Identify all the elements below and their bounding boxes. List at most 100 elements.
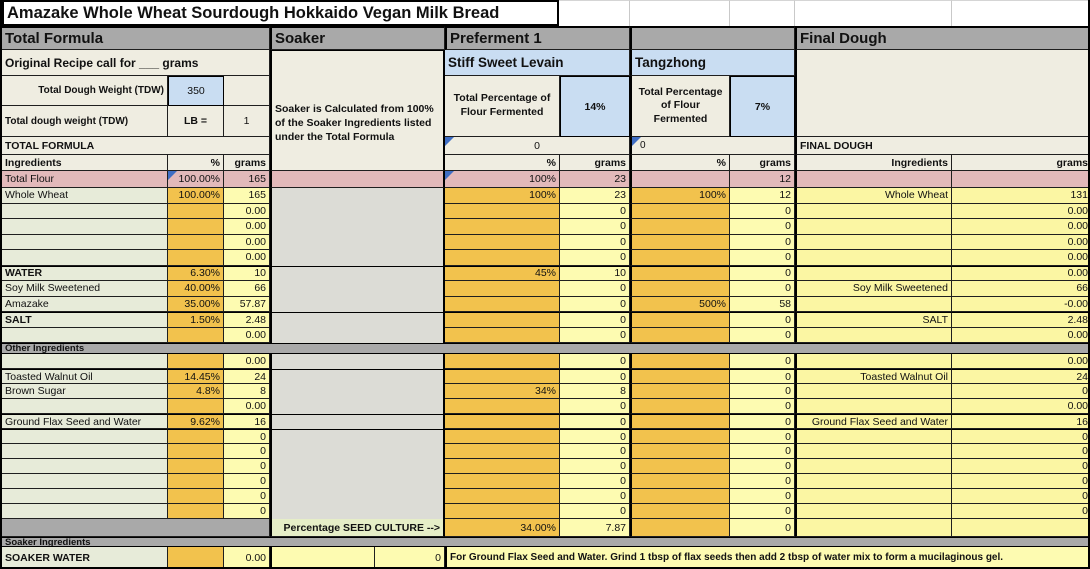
- cell-levain-pct[interactable]: [445, 504, 560, 519]
- cell-final-grams[interactable]: 0.00: [952, 234, 1088, 250]
- levain-ferment-label-cell[interactable]: Total Percentage of Flour Fermented: [445, 76, 560, 137]
- recipe-title-cell[interactable]: Amazake Whole Wheat Sourdough Hokkaido V…: [2, 0, 559, 26]
- cell-levain-grams[interactable]: 0: [560, 429, 630, 444]
- cell-pct[interactable]: [168, 429, 224, 444]
- cell-grams[interactable]: 10: [224, 265, 270, 281]
- cell-levain-grams[interactable]: 0: [560, 250, 630, 266]
- cell-levain-grams[interactable]: 0: [560, 414, 630, 429]
- cell-ingredient[interactable]: [2, 459, 168, 474]
- cell-final-ingredient[interactable]: [795, 234, 952, 250]
- cell-tangzhong-pct[interactable]: [630, 489, 730, 504]
- soaker-note-cell[interactable]: Soaker is Calculated from 100% of the So…: [270, 76, 445, 171]
- cell-levain-grams[interactable]: 0: [560, 474, 630, 489]
- cell-final-grams[interactable]: 0.00: [952, 219, 1088, 235]
- cell-levain-grams[interactable]: 8: [560, 384, 630, 399]
- cell-tangzhong-pct[interactable]: 100%: [630, 188, 730, 204]
- cell-grams[interactable]: 0: [224, 444, 270, 459]
- empty-cell[interactable]: [730, 0, 795, 26]
- cell-levain-grams[interactable]: 0: [560, 489, 630, 504]
- final-col-ingredients[interactable]: Ingredients: [795, 155, 952, 171]
- cell-grams[interactable]: 0.00: [224, 234, 270, 250]
- cell-levain-pct[interactable]: [445, 444, 560, 459]
- cell-levain-grams[interactable]: 0: [560, 354, 630, 369]
- cell-final-grams[interactable]: 2.48: [952, 312, 1088, 328]
- levain-ferment-pct-cell[interactable]: 14%: [560, 76, 630, 137]
- cell-final-grams[interactable]: [952, 171, 1088, 188]
- empty-cell[interactable]: [224, 76, 270, 106]
- cell-ingredient[interactable]: [2, 399, 168, 414]
- cell-levain-pct[interactable]: [445, 414, 560, 429]
- cell-grams[interactable]: 165: [224, 171, 270, 188]
- cell-tangzhong-pct[interactable]: [630, 459, 730, 474]
- cell-levain-grams[interactable]: 0: [560, 459, 630, 474]
- cell-tangzhong-pct[interactable]: [630, 414, 730, 429]
- cell-tangzhong-grams[interactable]: 12: [730, 188, 795, 204]
- col-header-ingredients[interactable]: Ingredients: [2, 155, 168, 171]
- cell-grams[interactable]: 0.00: [224, 219, 270, 235]
- empty-cell[interactable]: [559, 0, 630, 26]
- cell-tangzhong-grams[interactable]: 0: [730, 444, 795, 459]
- cell-final-ingredient[interactable]: [795, 384, 952, 399]
- cell-final-ingredient[interactable]: [795, 399, 952, 414]
- cell-levain-pct[interactable]: [445, 312, 560, 328]
- tangzhong-indicator-cell[interactable]: 0: [630, 137, 795, 155]
- cell-tangzhong-grams[interactable]: 0: [730, 504, 795, 519]
- cell-grams[interactable]: 16: [224, 414, 270, 429]
- cell-tangzhong-pct[interactable]: [630, 171, 730, 188]
- cell-tangzhong-grams[interactable]: 0: [730, 399, 795, 414]
- cell-final-ingredient[interactable]: Whole Wheat: [795, 188, 952, 204]
- cell-tangzhong-pct[interactable]: [630, 474, 730, 489]
- cell-levain-pct[interactable]: 45%: [445, 265, 560, 281]
- soaker-water-grams-cell[interactable]: 0.00: [224, 547, 270, 567]
- tangzhong-col-pct[interactable]: %: [630, 155, 730, 171]
- cell-final-ingredient[interactable]: [795, 265, 952, 281]
- cell-levain-pct[interactable]: [445, 354, 560, 369]
- tdw-value-cell[interactable]: 350: [168, 76, 224, 106]
- seed-culture-grams-cell[interactable]: 7.87: [560, 519, 630, 537]
- empty-cell[interactable]: [952, 0, 1088, 26]
- cell-tangzhong-grams[interactable]: 0: [730, 281, 795, 297]
- cell-pct[interactable]: 9.62%: [168, 414, 224, 429]
- cell-levain-pct[interactable]: [445, 250, 560, 266]
- cell-tangzhong-grams[interactable]: 0: [730, 219, 795, 235]
- cell-tangzhong-grams[interactable]: 0: [730, 234, 795, 250]
- cell-final-grams[interactable]: 0: [952, 504, 1088, 519]
- cell-levain-grams[interactable]: 10: [560, 265, 630, 281]
- cell-levain-grams[interactable]: 0: [560, 369, 630, 384]
- cell-ingredient[interactable]: Total Flour: [2, 171, 168, 188]
- cell-levain-pct[interactable]: [445, 399, 560, 414]
- cell-ingredient[interactable]: [2, 429, 168, 444]
- empty-cell[interactable]: [795, 0, 952, 26]
- tangzhong-col-grams[interactable]: grams: [730, 155, 795, 171]
- cell-final-grams[interactable]: 0: [952, 474, 1088, 489]
- cell-levain-pct[interactable]: [445, 489, 560, 504]
- section-header-final-dough[interactable]: Final Dough: [795, 26, 1088, 50]
- cell-ingredient[interactable]: SALT: [2, 312, 168, 328]
- original-recipe-cell[interactable]: Original Recipe call for ___ grams: [2, 50, 270, 76]
- cell-final-grams[interactable]: 0.00: [952, 265, 1088, 281]
- cell-tangzhong-grams[interactable]: 0: [730, 354, 795, 369]
- cell-tangzhong-grams[interactable]: 0: [730, 203, 795, 219]
- section-header-preferment1[interactable]: Preferment 1: [445, 26, 630, 50]
- cell-levain-grams[interactable]: 0: [560, 444, 630, 459]
- cell-levain-grams[interactable]: 0: [560, 203, 630, 219]
- cell-grams[interactable]: 165: [224, 188, 270, 204]
- cell-grams[interactable]: 57.87: [224, 296, 270, 312]
- cell-pct[interactable]: 1.50%: [168, 312, 224, 328]
- cell-levain-pct[interactable]: [445, 429, 560, 444]
- cell-tangzhong-pct[interactable]: [630, 265, 730, 281]
- cell-pct[interactable]: [168, 234, 224, 250]
- cell-pct[interactable]: [168, 399, 224, 414]
- cell-ingredient[interactable]: Soy Milk Sweetened: [2, 281, 168, 297]
- cell-levain-grams[interactable]: 0: [560, 234, 630, 250]
- levain-col-grams[interactable]: grams: [560, 155, 630, 171]
- cell-final-ingredient[interactable]: [795, 474, 952, 489]
- tdw-label-cell[interactable]: Total Dough Weight (TDW): [2, 76, 168, 106]
- cell-tangzhong-grams[interactable]: 0: [730, 312, 795, 328]
- cell-final-grams[interactable]: 0: [952, 459, 1088, 474]
- cell-tangzhong-pct[interactable]: [630, 504, 730, 519]
- cell-grams[interactable]: 66: [224, 281, 270, 297]
- cell-tangzhong-grams[interactable]: 0: [730, 327, 795, 343]
- cell-pct[interactable]: 40.00%: [168, 281, 224, 297]
- cell-grams[interactable]: 0.00: [224, 399, 270, 414]
